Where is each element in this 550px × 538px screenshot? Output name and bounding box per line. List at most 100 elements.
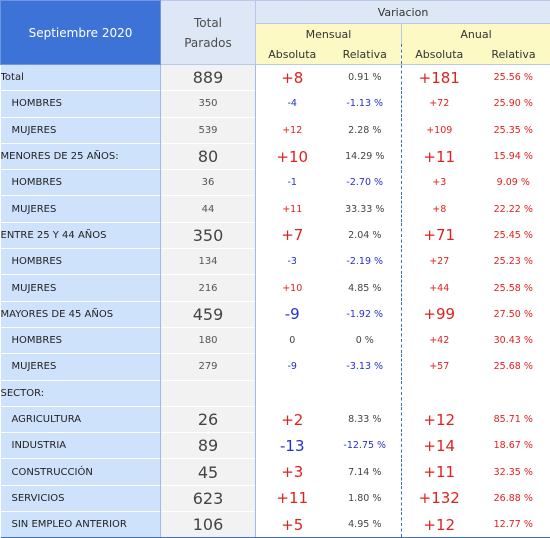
row-label: MENORES DE 25 AÑOS:	[1, 143, 161, 169]
row-mensual-relativa: 0 %	[329, 327, 402, 353]
row-mensual-relativa: -12.75 %	[329, 433, 402, 459]
row-label: MUJERES	[1, 117, 161, 143]
row-label: HOMBRES	[1, 249, 161, 275]
row-anual-absoluta: +11	[402, 143, 477, 169]
row-mensual-absoluta: -9	[256, 301, 329, 327]
row-anual-absoluta: +12	[402, 406, 477, 432]
row-mensual-absoluta: +7	[256, 222, 329, 248]
row-total: 26	[161, 406, 256, 432]
row-total: 889	[161, 65, 256, 91]
row-anual-relativa: 25.35 %	[477, 117, 550, 143]
row-mensual-absoluta: -9	[256, 354, 329, 380]
row-mensual-relativa: 7.14 %	[329, 459, 402, 485]
row-mensual-absoluta: +8	[256, 65, 329, 91]
row-total: 350	[161, 222, 256, 248]
row-label: MUJERES	[1, 196, 161, 222]
row-mensual-absoluta: +5	[256, 512, 329, 538]
variacion-header: Variacion	[256, 1, 550, 24]
row-mensual-absoluta: -4	[256, 91, 329, 117]
row-label: INDUSTRIA	[1, 433, 161, 459]
mensual-header: Mensual	[256, 24, 402, 45]
row-label: HOMBRES	[1, 327, 161, 353]
row-total: 80	[161, 143, 256, 169]
row-anual-relativa: 25.68 %	[477, 354, 550, 380]
row-mensual-relativa: 4.95 %	[329, 512, 402, 538]
row-label: CONSTRUCCIÓN	[1, 459, 161, 485]
row-total: 89	[161, 433, 256, 459]
row-label: HOMBRES	[1, 91, 161, 117]
row-anual-relativa: 32.35 %	[477, 459, 550, 485]
row-label: SIN EMPLEO ANTERIOR	[1, 512, 161, 538]
row-anual-relativa: 25.90 %	[477, 91, 550, 117]
row-mensual-relativa: -1.13 %	[329, 91, 402, 117]
row-anual-absoluta: +11	[402, 459, 477, 485]
row-label: SECTOR:	[1, 380, 161, 406]
row-mensual-absoluta: +11	[256, 196, 329, 222]
row-total: 459	[161, 301, 256, 327]
row-mensual-relativa: 1.80 %	[329, 485, 402, 511]
row-mensual-relativa: -2.70 %	[329, 170, 402, 196]
row-total: 279	[161, 354, 256, 380]
total-parados-header: Total Parados	[161, 1, 256, 65]
row-total: 45	[161, 459, 256, 485]
row-mensual-relativa	[329, 380, 402, 406]
mensual-relativa-header: Relativa	[329, 44, 402, 65]
row-mensual-absoluta: -3	[256, 249, 329, 275]
row-anual-absoluta: +42	[402, 327, 477, 353]
row-total: 180	[161, 327, 256, 353]
row-mensual-relativa: -1.92 %	[329, 301, 402, 327]
row-mensual-absoluta: 0	[256, 327, 329, 353]
row-anual-absoluta: +14	[402, 433, 477, 459]
row-total: 350	[161, 91, 256, 117]
anual-header: Anual	[402, 24, 550, 45]
row-total: 623	[161, 485, 256, 511]
row-anual-relativa: 25.56 %	[477, 65, 550, 91]
row-anual-absoluta: +44	[402, 275, 477, 301]
row-mensual-absoluta: +3	[256, 459, 329, 485]
row-label: MAYORES DE 45 AÑOS	[1, 301, 161, 327]
row-anual-absoluta	[402, 380, 477, 406]
anual-absoluta-header: Absoluta	[402, 44, 477, 65]
row-anual-relativa: 25.45 %	[477, 222, 550, 248]
row-label: MUJERES	[1, 275, 161, 301]
row-total: 216	[161, 275, 256, 301]
row-total: 44	[161, 196, 256, 222]
row-mensual-absoluta: -13	[256, 433, 329, 459]
row-mensual-absoluta: +12	[256, 117, 329, 143]
row-total: 539	[161, 117, 256, 143]
row-mensual-relativa: 33.33 %	[329, 196, 402, 222]
table-row: SECTOR:	[1, 380, 550, 406]
row-anual-relativa: 30.43 %	[477, 327, 550, 353]
anual-relativa-header: Relativa	[477, 44, 550, 65]
row-mensual-relativa: 4.85 %	[329, 275, 402, 301]
row-anual-relativa: 18.67 %	[477, 433, 550, 459]
row-mensual-relativa: -2.19 %	[329, 249, 402, 275]
row-anual-relativa: 15.94 %	[477, 143, 550, 169]
row-anual-relativa: 25.58 %	[477, 275, 550, 301]
row-mensual-relativa: 14.29 %	[329, 143, 402, 169]
row-anual-absoluta: +12	[402, 512, 477, 538]
row-mensual-absoluta: +2	[256, 406, 329, 432]
row-anual-absoluta: +132	[402, 485, 477, 511]
row-anual-absoluta: +99	[402, 301, 477, 327]
row-mensual-relativa: 2.04 %	[329, 222, 402, 248]
row-anual-absoluta: +3	[402, 170, 477, 196]
row-anual-relativa: 12.77 %	[477, 512, 550, 538]
row-label: AGRICULTURA	[1, 406, 161, 432]
row-label: HOMBRES	[1, 170, 161, 196]
row-mensual-absoluta: +10	[256, 275, 329, 301]
